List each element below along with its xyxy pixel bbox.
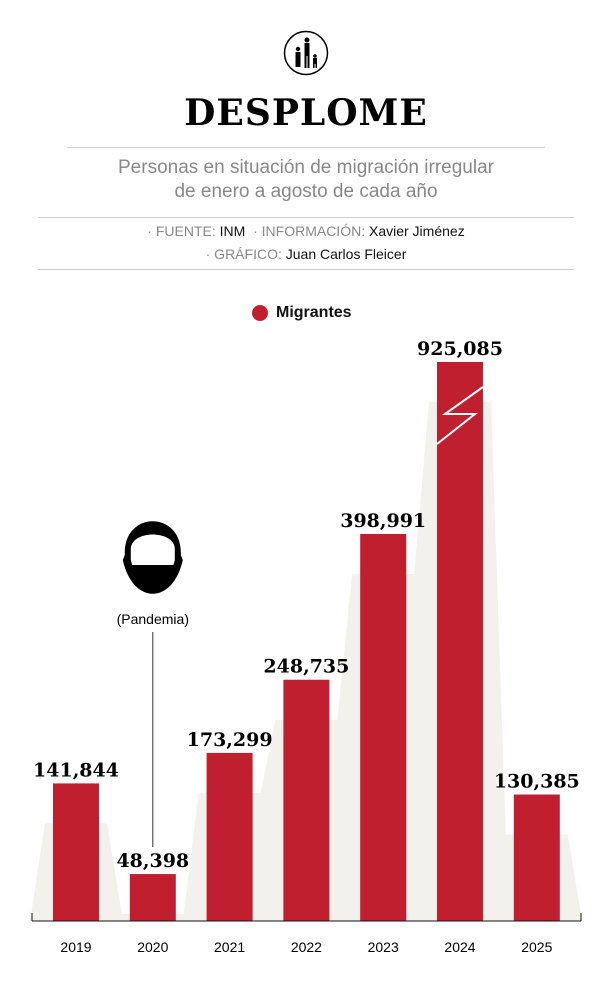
bar: [437, 362, 483, 921]
x-tick-label: 2025: [521, 939, 552, 955]
divider: [67, 147, 545, 148]
value-label: 398,991: [340, 510, 426, 532]
bar: [513, 794, 560, 921]
info-label: · INFORMACIÓN:: [253, 223, 366, 239]
value-label: 141,844: [33, 759, 119, 781]
page-title: DESPLOME: [184, 92, 428, 134]
migrant-family-icon: [283, 30, 329, 76]
value-label: 130,385: [494, 771, 580, 793]
bar: [283, 679, 330, 921]
legend-swatch: [252, 305, 268, 321]
graphic: Juan Carlos Fleicer: [285, 246, 407, 262]
value-label: 248,735: [263, 656, 349, 678]
x-tick-label: 2023: [368, 939, 399, 955]
value-label: 48,398: [116, 850, 189, 872]
subtitle-line: de enero a agosto de cada año: [174, 181, 438, 202]
legend-label: Migrantes: [276, 304, 352, 321]
credits-line: · GRÁFICO: Juan Carlos Fleicer: [0, 246, 612, 262]
bar: [360, 533, 407, 921]
credits-line: · FUENTE: INM · INFORMACIÓN: Xavier Jimé…: [0, 223, 612, 239]
bar: [53, 783, 99, 921]
graphic-label: · GRÁFICO:: [205, 246, 282, 262]
legend: Migrantes: [252, 304, 352, 322]
annotation-label: (Pandemia): [117, 611, 189, 627]
subtitle-line: Personas en situación de migración irreg…: [118, 157, 494, 178]
x-tick-label: 2021: [214, 939, 245, 955]
source: INM: [219, 223, 246, 239]
divider: [38, 269, 574, 270]
value-label: 173,299: [187, 729, 273, 751]
bar: [206, 752, 253, 921]
face-mask-icon: [122, 521, 183, 594]
divider: [38, 217, 574, 218]
x-tick-label: 2020: [137, 939, 168, 955]
subtitle: Personas en situación de migración irreg…: [0, 156, 612, 204]
info: Xavier Jiménez: [368, 223, 465, 239]
value-label: 925,085: [417, 338, 503, 360]
axis-break-mark: [436, 386, 484, 445]
source-label: · FUENTE:: [147, 223, 216, 239]
x-tick-label: 2024: [444, 939, 475, 955]
bar: [129, 874, 176, 921]
x-tick-label: 2022: [291, 939, 322, 955]
x-tick-label: 2019: [60, 939, 91, 955]
